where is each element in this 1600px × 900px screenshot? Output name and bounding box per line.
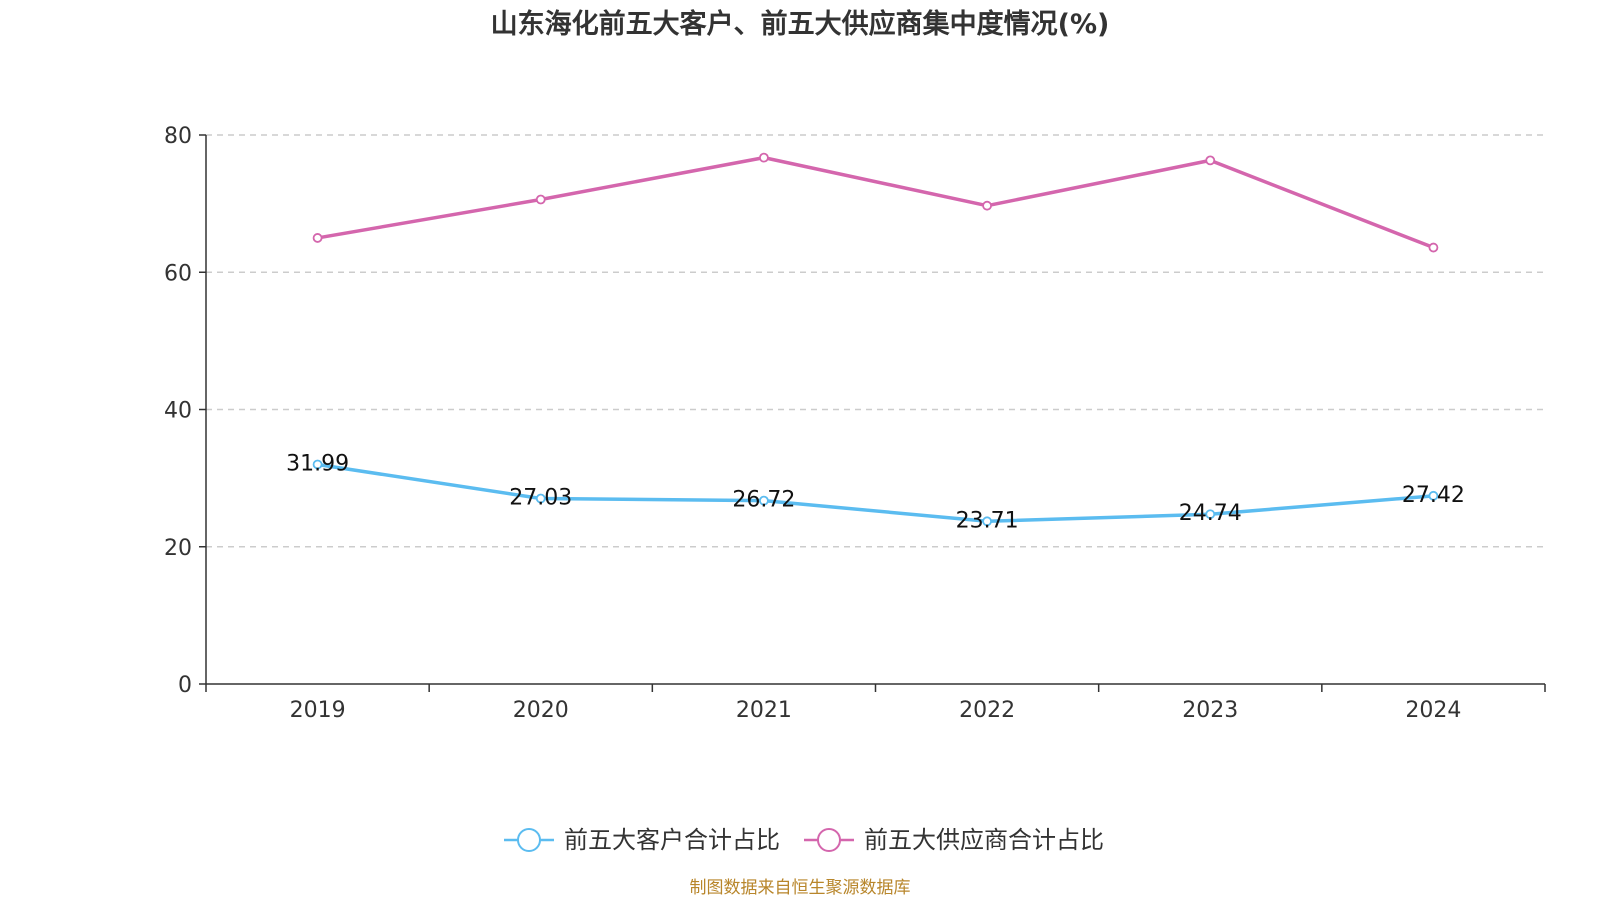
source-note: 制图数据来自恒生聚源数据库: [690, 878, 911, 898]
series-1-point-2023: [1205, 155, 1216, 166]
legend-label-1: 前五大供应商合计占比: [864, 826, 1104, 854]
series-1-point-2024: [1428, 242, 1439, 253]
legend-item-1[interactable]: 前五大供应商合计占比: [804, 826, 1104, 854]
data-label-2023: 24.74: [1179, 501, 1242, 526]
series-1-point-2022: [982, 200, 992, 211]
data-label-2020: 27.03: [509, 486, 572, 511]
x-tick-label-2022: 2022: [959, 698, 1015, 723]
series-line-1: [317, 155, 1435, 250]
legend-label-0: 前五大客户合计占比: [564, 826, 780, 854]
series-1-point-2021: [759, 152, 769, 163]
y-tick-label: 60: [164, 261, 192, 286]
data-label-2021: 26.72: [732, 488, 795, 513]
y-tick-label: 20: [164, 536, 192, 561]
series-0-point-2023: [1205, 509, 1216, 520]
y-tick-label: 80: [164, 124, 192, 149]
gridlines: [206, 134, 1545, 548]
chart-title: 山东海化前五大客户、前五大供应商集中度情况(%): [491, 8, 1110, 40]
x-tick-label-2021: 2021: [736, 698, 792, 723]
series-group: [312, 152, 1439, 527]
x-tick-label-2023: 2023: [1182, 698, 1238, 723]
series-0-point-2024: [1428, 490, 1439, 501]
x-tick-label-2020: 2020: [513, 698, 569, 723]
data-label-2024: 27.42: [1402, 483, 1465, 508]
series-line-0: [317, 462, 1434, 524]
series-0-point-2019: [312, 459, 323, 470]
legend[interactable]: 前五大客户合计占比 前五大供应商合计占比: [504, 826, 1104, 854]
y-tick-label: 40: [164, 399, 192, 424]
axes: 0 20 40 60 80 2019 2020 2021 2022 2023 2024: [164, 124, 1546, 723]
data-labels: 31.99 27.03 26.72 23.71 24.74 27.42: [286, 451, 1465, 533]
series-0-point-2020: [535, 493, 546, 504]
series-0-point-2022: [982, 516, 992, 527]
data-label-2022: 23.71: [956, 508, 1019, 533]
x-tick-label-2024: 2024: [1405, 698, 1461, 723]
legend-item-0[interactable]: 前五大客户合计占比: [504, 826, 780, 854]
x-tick-label-2019: 2019: [290, 698, 346, 723]
series-0-point-2021: [759, 495, 769, 506]
series-1-point-2020: [535, 194, 546, 205]
data-label-2019: 31.99: [286, 451, 349, 476]
y-tick-label: 0: [178, 673, 192, 698]
legend-marker-icon-1: [817, 828, 841, 852]
legend-marker-icon-0: [517, 828, 541, 852]
series-1-point-2019: [312, 233, 323, 243]
